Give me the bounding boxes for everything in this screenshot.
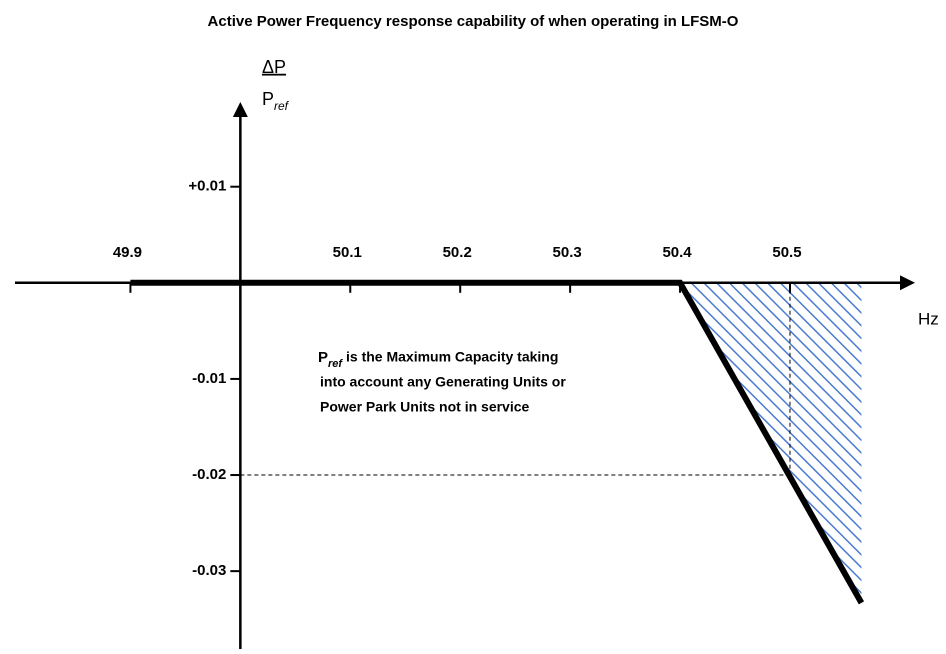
- y-label-subscript: ref: [274, 99, 290, 113]
- x-tick-label: 50.3: [553, 244, 582, 261]
- x-tick-label: 50.4: [662, 244, 692, 261]
- x-axis-label: Hz: [918, 309, 939, 328]
- x-tick-label: 50.1: [333, 244, 362, 261]
- annotation-line: Power Park Units not in service: [320, 399, 530, 415]
- x-tick-label: 50.2: [443, 244, 472, 261]
- y-label-denominator: P: [262, 89, 274, 109]
- annotation-subscript: ref: [328, 358, 343, 370]
- y-tick-label: -0.02: [192, 466, 226, 483]
- x-tick-label: 49.9: [113, 244, 142, 261]
- chart-title: Active Power Frequency response capabili…: [208, 13, 739, 30]
- y-label-numerator: ΔP: [262, 57, 286, 77]
- annotation-line: into account any Generating Units or: [320, 374, 566, 390]
- x-tick-label: 50.5: [772, 244, 801, 261]
- annotation-symbol: P: [318, 349, 328, 366]
- chart: Active Power Frequency response capabili…: [0, 0, 946, 649]
- y-tick-label: -0.03: [192, 562, 226, 579]
- y-tick-label: +0.01: [188, 178, 226, 195]
- annotation-line: is the Maximum Capacity taking: [346, 349, 558, 365]
- y-tick-label: -0.01: [192, 370, 226, 387]
